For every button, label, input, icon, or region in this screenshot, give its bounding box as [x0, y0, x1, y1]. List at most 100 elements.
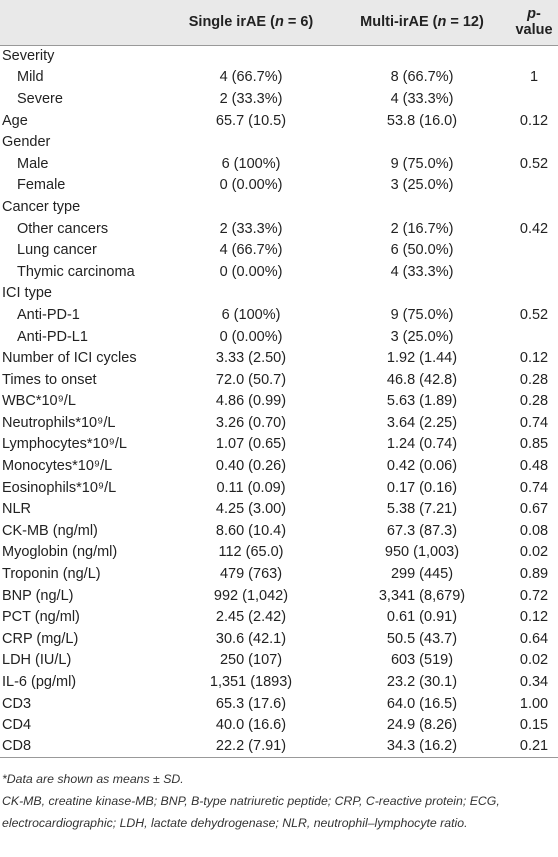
row-label: CK-MB (ng/ml) — [2, 522, 98, 539]
cell: 22.2 (7.91) — [168, 736, 334, 759]
cell — [510, 88, 558, 110]
data-table: Single irAE (n = 6) Multi-irAE (n = 12) p-… — [0, 0, 558, 759]
cell: 0.02 — [519, 652, 549, 669]
cell: 603 (519) — [390, 652, 454, 669]
table-row: WBC*10⁹/L 4.86 (0.99) 5.63 (1.89) 0.28 — [0, 391, 558, 413]
cell: 0.48 — [519, 458, 549, 475]
cell: 3 (25.0%) — [390, 177, 454, 194]
cell: 65.7 (10.5) — [215, 112, 287, 129]
cell: 9 (75.0%) — [390, 155, 454, 172]
row-label: Times to onset — [2, 371, 97, 388]
cell: 299 (445) — [390, 566, 454, 583]
cell: 72.0 (50.7) — [215, 371, 287, 388]
cell: 3 (25.0%) — [390, 328, 454, 345]
cell: 6 (50.0%) — [390, 242, 454, 259]
row-label: Thymic carcinoma — [17, 263, 135, 280]
table-row: Number of ICI cycles 3.33 (2.50) 1.92 (1.4… — [0, 347, 558, 369]
row-label: Troponin (ng/L) — [2, 566, 101, 583]
row-label: Male — [17, 155, 49, 172]
table-row: Myoglobin (ng/ml) 112 (65.0) 950 (1,003) 0.… — [0, 542, 558, 564]
cell: 34.3 (16.2) — [334, 736, 510, 759]
header-text: = 6) — [283, 14, 314, 31]
cell: 0.52 — [519, 306, 549, 323]
header-text: n — [437, 14, 447, 31]
cell: 1,351 (1893) — [209, 674, 293, 691]
cell: 46.8 (42.8) — [386, 371, 458, 388]
row-label: PCT (ng/ml) — [2, 609, 80, 626]
row-label: Mild — [17, 69, 44, 86]
row-label: Monocytes*10⁹/L — [2, 458, 113, 475]
header-text: -value — [515, 6, 553, 39]
cell — [334, 283, 510, 305]
cell: 0.85 — [519, 436, 549, 453]
table-row: Anti-PD-1 6 (100%) 9 (75.0%) 0.52 — [0, 304, 558, 326]
cell — [168, 283, 334, 305]
cell: 65.3 (17.6) — [215, 695, 287, 712]
cell: 1 — [529, 69, 539, 86]
cell: 0.42 (0.06) — [386, 458, 458, 475]
cell: 112 (65.0) — [218, 544, 284, 561]
row-label: Anti-PD-1 — [17, 306, 80, 323]
table-row: Age 65.7 (10.5) 53.8 (16.0) 0.12 — [0, 110, 558, 132]
cell: 3.64 (2.25) — [386, 414, 458, 431]
cell: 0.21 — [510, 736, 558, 759]
cell — [510, 131, 558, 153]
cell: 2.45 (2.42) — [215, 609, 287, 626]
table-row: CK-MB (ng/ml) 8.60 (10.4) 67.3 (87.3) 0.08 — [0, 520, 558, 542]
cell — [334, 131, 510, 153]
table-row: Severe 2 (33.3%) 4 (33.3%) — [0, 88, 558, 110]
cell — [510, 239, 558, 261]
table-row: CD4 40.0 (16.6) 24.9 (8.26) 0.15 — [0, 714, 558, 736]
group-label: Gender — [2, 134, 51, 151]
cell: 0.42 — [519, 220, 549, 237]
footnotes: *Data are shown as means ± SD. CK-MB, cre… — [0, 758, 558, 834]
cell: 2 (16.7%) — [390, 220, 454, 237]
footnote: *Data are shown as means ± SD. — [2, 772, 184, 787]
cell — [510, 175, 558, 197]
table-row: Neutrophils*10⁹/L 3.26 (0.70) 3.64 (2.25) 0… — [0, 412, 558, 434]
table-row: Lung cancer 4 (66.7%) 6 (50.0%) — [0, 239, 558, 261]
cell: 2 (33.3%) — [219, 220, 283, 237]
cell: 3.26 (0.70) — [215, 414, 287, 431]
cell: 0.40 (0.26) — [215, 458, 287, 475]
cell: 0 (0.00%) — [219, 263, 283, 280]
row-label: Eosinophils*10⁹/L — [2, 479, 117, 496]
cell: 1.07 (0.65) — [215, 436, 287, 453]
row-label: Severe — [17, 90, 63, 107]
row-label: Other cancers — [17, 220, 109, 237]
cell — [168, 196, 334, 218]
table-row: PCT (ng/ml) 2.45 (2.42) 0.61 (0.91) 0.12 — [0, 606, 558, 628]
cell: 0.12 — [519, 350, 549, 367]
cell — [168, 45, 334, 67]
cell — [510, 196, 558, 218]
group-row: ICI type — [0, 283, 558, 305]
cell: 4 (33.3%) — [390, 263, 454, 280]
cell: 9 (75.0%) — [390, 306, 454, 323]
cell — [334, 45, 510, 67]
column-header: Multi-irAE (n = 12) — [334, 0, 510, 46]
cell: 0.52 — [519, 155, 549, 172]
cell: 0.89 — [519, 566, 549, 583]
table-row: Times to onset 72.0 (50.7) 46.8 (42.8) 0.28 — [0, 369, 558, 391]
table-row: CD8 22.2 (7.91) 34.3 (16.2) 0.21 — [0, 736, 558, 759]
cell — [168, 131, 334, 153]
table-row: Other cancers 2 (33.3%) 2 (16.7%) 0.42 — [0, 218, 558, 240]
cell: 0.08 — [519, 522, 549, 539]
cell: 0.67 — [519, 501, 549, 518]
cell: 0.11 (0.09) — [216, 479, 286, 496]
table-row: Female 0 (0.00%) 3 (25.0%) — [0, 175, 558, 197]
cell: 23.2 (30.1) — [386, 674, 458, 691]
cell: 30.6 (42.1) — [215, 630, 287, 647]
header-text: Single irAE ( — [188, 14, 275, 31]
cell: 5.38 (7.21) — [386, 501, 458, 518]
header-text: Multi-irAE ( — [360, 14, 438, 31]
table-row: IL-6 (pg/ml) 1,351 (1893) 23.2 (30.1) 0.34 — [0, 671, 558, 693]
cell: 0 (0.00%) — [219, 328, 283, 345]
cell: 3.33 (2.50) — [215, 350, 287, 367]
row-label: Neutrophils*10⁹/L — [2, 414, 116, 431]
cell: 5.63 (1.89) — [386, 393, 458, 410]
table-row: Eosinophils*10⁹/L 0.11 (0.09) 0.17 (0.16) 0… — [0, 477, 558, 499]
table-row: Male 6 (100%) 9 (75.0%) 0.52 — [0, 153, 558, 175]
cell: 1.92 (1.44) — [386, 350, 458, 367]
group-row: Cancer type — [0, 196, 558, 218]
